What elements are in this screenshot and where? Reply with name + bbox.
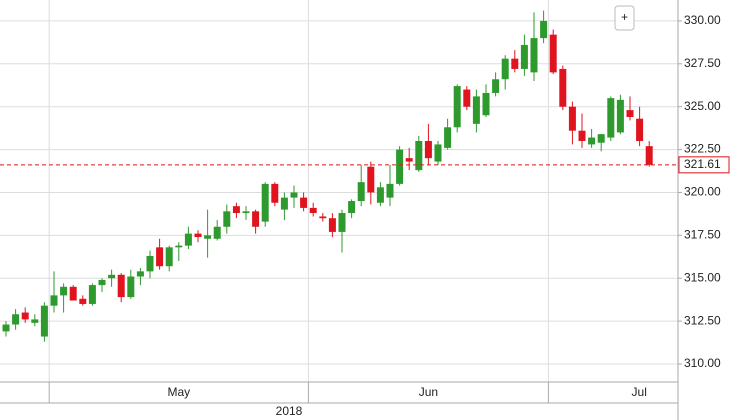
candle-body bbox=[520, 44, 528, 69]
candle-body bbox=[79, 298, 87, 304]
candle-body bbox=[540, 20, 548, 39]
candle-body bbox=[616, 99, 624, 133]
last-price-label: 321.61 bbox=[684, 157, 721, 171]
candle-body bbox=[252, 211, 260, 227]
candle-body bbox=[232, 206, 240, 214]
candle-body bbox=[60, 286, 68, 296]
candle-body bbox=[645, 146, 653, 165]
candle-body bbox=[396, 149, 404, 184]
candle-body bbox=[492, 79, 500, 93]
candle-body bbox=[501, 58, 509, 80]
y-tick-label: 330.00 bbox=[684, 13, 721, 27]
candle-body bbox=[626, 110, 634, 117]
candle-body bbox=[376, 187, 384, 203]
last-price-box bbox=[678, 156, 730, 174]
candle-body bbox=[146, 255, 154, 272]
y-tick-label: 317.50 bbox=[684, 228, 721, 242]
year-label: 2018 bbox=[276, 404, 303, 418]
candle-body bbox=[271, 183, 279, 203]
candle-body bbox=[98, 279, 106, 286]
candle-body bbox=[300, 197, 308, 208]
candle-body bbox=[309, 207, 317, 214]
y-tick-label: 325.00 bbox=[684, 99, 721, 113]
candle-body bbox=[578, 130, 586, 141]
candle-body bbox=[50, 295, 58, 306]
zoom-button[interactable] bbox=[614, 5, 635, 31]
candle-body bbox=[204, 235, 212, 239]
candle-body bbox=[40, 305, 48, 337]
candle-body bbox=[405, 158, 413, 162]
candle-body bbox=[156, 247, 164, 267]
y-tick-label: 327.50 bbox=[684, 56, 721, 70]
candle-body bbox=[2, 324, 10, 332]
candle-body bbox=[31, 319, 39, 323]
candle-body bbox=[213, 226, 221, 239]
candle-body bbox=[453, 86, 461, 128]
x-tick-label: Jul bbox=[632, 385, 647, 399]
candle-body bbox=[559, 68, 567, 107]
candle-body bbox=[12, 314, 20, 325]
y-tick-label: 315.00 bbox=[684, 270, 721, 284]
candle-body bbox=[175, 245, 183, 248]
candle-body bbox=[184, 233, 192, 246]
candle-body bbox=[367, 166, 375, 193]
y-tick-label: 310.00 bbox=[684, 356, 721, 370]
candle-body bbox=[434, 144, 442, 162]
candle-body bbox=[636, 118, 644, 141]
y-tick-label: 312.50 bbox=[684, 313, 721, 327]
candle-body bbox=[319, 216, 327, 219]
candle-body bbox=[607, 98, 615, 138]
candle-body bbox=[242, 211, 250, 214]
candle-body bbox=[117, 274, 125, 298]
candle-body bbox=[338, 213, 346, 232]
candle-body bbox=[415, 140, 423, 171]
candle-body bbox=[136, 271, 144, 277]
candle-body bbox=[127, 276, 135, 298]
candle-body bbox=[165, 247, 173, 267]
y-tick-label: 320.00 bbox=[684, 185, 721, 199]
candle-body bbox=[472, 96, 480, 124]
candle-body bbox=[21, 312, 29, 320]
zoom-button-label[interactable]: + bbox=[621, 10, 628, 24]
candle-body bbox=[588, 137, 596, 145]
candle-body bbox=[223, 211, 231, 227]
candle-body bbox=[348, 201, 356, 214]
candle-body bbox=[280, 197, 288, 210]
candle-body bbox=[261, 183, 269, 222]
candle-body bbox=[568, 106, 576, 131]
candle-body bbox=[463, 89, 471, 107]
candle-body bbox=[530, 38, 538, 73]
candle-body bbox=[88, 285, 96, 304]
candle-body bbox=[328, 218, 336, 232]
x-tick-label: Jun bbox=[419, 385, 438, 399]
candle-body bbox=[194, 233, 202, 238]
candle-body bbox=[511, 58, 519, 69]
candle-body bbox=[424, 140, 432, 159]
candle-body bbox=[108, 274, 116, 279]
x-tick-label: May bbox=[167, 385, 190, 399]
candle-body bbox=[597, 134, 605, 143]
candle-body bbox=[290, 192, 298, 198]
candle-body bbox=[69, 286, 77, 301]
candle-body bbox=[357, 182, 365, 202]
candle-body bbox=[386, 183, 394, 198]
candle-body bbox=[549, 34, 557, 73]
candle-body bbox=[482, 92, 490, 116]
candle-body bbox=[444, 127, 452, 148]
y-tick-label: 322.50 bbox=[684, 142, 721, 156]
